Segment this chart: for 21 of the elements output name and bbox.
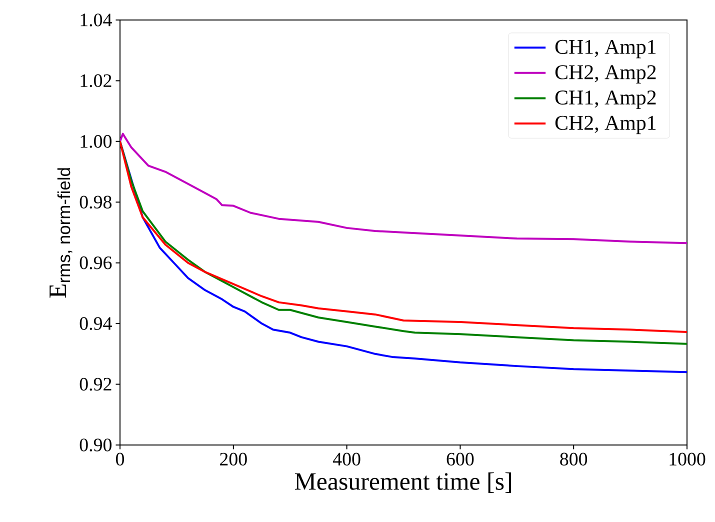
y-tick-label: 1.00 bbox=[80, 134, 112, 148]
line-series bbox=[120, 132, 688, 244]
legend-label: CH2, Amp2 bbox=[555, 65, 656, 84]
y-tick-label: 0.96 bbox=[80, 256, 112, 270]
y-tick-label: 1.02 bbox=[80, 74, 112, 88]
y-tick-label: 0.90 bbox=[80, 438, 112, 452]
y-axis-title: $\text{E}_{\text{\sffamily rms, norm-field}}$ bbox=[50, 168, 72, 298]
y-tick-label: 1.04 bbox=[80, 14, 112, 26]
x-tick-label: 1000 bbox=[670, 452, 706, 466]
y-tick-label: 0.98 bbox=[80, 196, 112, 209]
x-tick-label: 600 bbox=[446, 452, 474, 466]
legend-label: CH1, Amp2 bbox=[555, 90, 656, 109]
y-tick-label: 0.92 bbox=[80, 378, 112, 391]
x-axis-title: Measurement time [s] bbox=[294, 472, 511, 493]
x-tick-label: 800 bbox=[560, 452, 588, 466]
x-tick-label: 200 bbox=[220, 452, 247, 466]
x-tick-label: 400 bbox=[332, 452, 360, 466]
y-tick-label: 0.94 bbox=[80, 317, 112, 330]
legend-label: CH1, Amp1 bbox=[555, 40, 656, 58]
legend-label: CH2, Amp1 bbox=[555, 116, 656, 134]
x-tick-label: 0 bbox=[116, 452, 124, 466]
